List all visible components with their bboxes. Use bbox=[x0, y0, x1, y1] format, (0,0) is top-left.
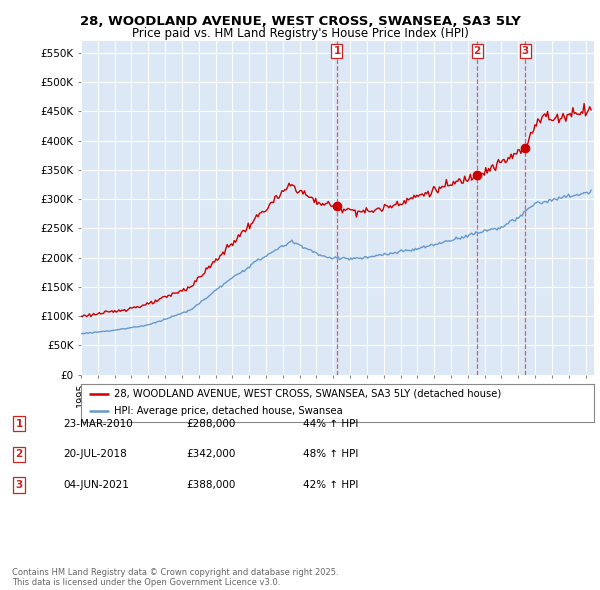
Text: £388,000: £388,000 bbox=[186, 480, 235, 490]
Text: 04-JUN-2021: 04-JUN-2021 bbox=[63, 480, 129, 490]
Text: £342,000: £342,000 bbox=[186, 450, 235, 459]
Text: 48% ↑ HPI: 48% ↑ HPI bbox=[303, 450, 358, 459]
Text: 1: 1 bbox=[16, 419, 23, 428]
Text: HPI: Average price, detached house, Swansea: HPI: Average price, detached house, Swan… bbox=[115, 407, 343, 417]
Text: 42% ↑ HPI: 42% ↑ HPI bbox=[303, 480, 358, 490]
Text: £288,000: £288,000 bbox=[186, 419, 235, 428]
Text: 2: 2 bbox=[16, 450, 23, 459]
Text: 20-JUL-2018: 20-JUL-2018 bbox=[63, 450, 127, 459]
Text: 3: 3 bbox=[522, 46, 529, 56]
Text: 28, WOODLAND AVENUE, WEST CROSS, SWANSEA, SA3 5LY: 28, WOODLAND AVENUE, WEST CROSS, SWANSEA… bbox=[80, 15, 520, 28]
Text: 28, WOODLAND AVENUE, WEST CROSS, SWANSEA, SA3 5LY (detached house): 28, WOODLAND AVENUE, WEST CROSS, SWANSEA… bbox=[115, 389, 502, 399]
Text: 23-MAR-2010: 23-MAR-2010 bbox=[63, 419, 133, 428]
Text: 1: 1 bbox=[334, 46, 341, 56]
Text: 3: 3 bbox=[16, 480, 23, 490]
Text: 2: 2 bbox=[473, 46, 481, 56]
Text: Contains HM Land Registry data © Crown copyright and database right 2025.
This d: Contains HM Land Registry data © Crown c… bbox=[12, 568, 338, 587]
Text: Price paid vs. HM Land Registry's House Price Index (HPI): Price paid vs. HM Land Registry's House … bbox=[131, 27, 469, 40]
Text: 44% ↑ HPI: 44% ↑ HPI bbox=[303, 419, 358, 428]
